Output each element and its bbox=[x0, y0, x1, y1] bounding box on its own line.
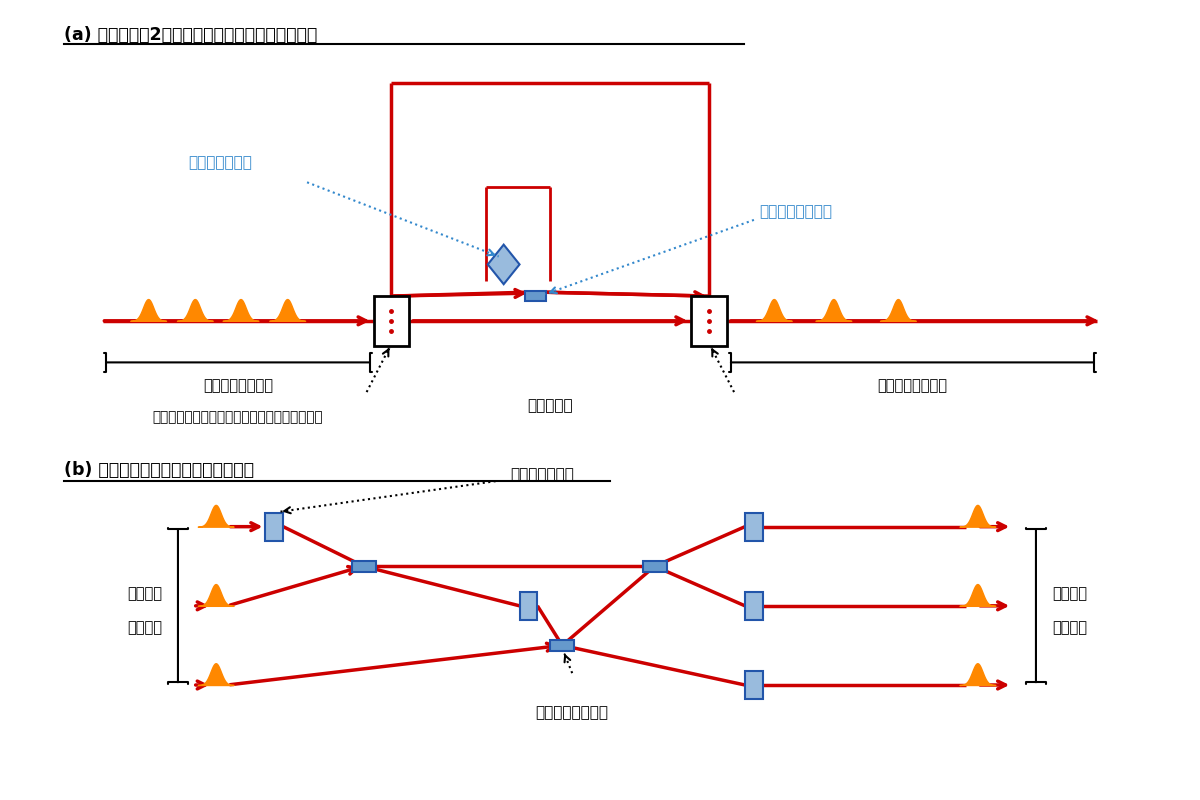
Text: 計算後の: 計算後の bbox=[1052, 586, 1087, 602]
Text: 可変位相シフタ: 可変位相シフタ bbox=[188, 155, 252, 170]
Bar bbox=[520, 592, 538, 620]
Text: (b) 従来の光回路による線形光学変換: (b) 従来の光回路による線形光学変換 bbox=[64, 462, 253, 479]
Text: 計算前の: 計算前の bbox=[127, 586, 162, 602]
Text: 計算前の光パルス: 計算前の光パルス bbox=[203, 378, 274, 394]
Text: 固定透過率ミラー: 固定透過率ミラー bbox=[535, 705, 608, 720]
Text: 光スイッチ: 光スイッチ bbox=[528, 398, 574, 413]
Bar bbox=[691, 296, 727, 346]
Text: 計算後の光パルス: 計算後の光パルス bbox=[877, 378, 947, 394]
Bar bbox=[745, 592, 763, 620]
Bar bbox=[643, 561, 666, 572]
Bar bbox=[745, 513, 763, 541]
Text: (a) 今回行った2重ループ回路による線形光学変換: (a) 今回行った2重ループ回路による線形光学変換 bbox=[64, 26, 317, 44]
Bar bbox=[745, 671, 763, 699]
Text: 固定位相シフタ: 固定位相シフタ bbox=[511, 466, 575, 482]
Bar bbox=[373, 296, 409, 346]
Text: 可変透過率ミラー: 可変透過率ミラー bbox=[758, 205, 832, 219]
Text: 光パルス: 光パルス bbox=[1052, 620, 1087, 635]
Text: 光パルス: 光パルス bbox=[127, 620, 162, 635]
Polygon shape bbox=[487, 245, 520, 284]
Text: （実証実験ではスクイーズド光パルスを利用）: （実証実験ではスクイーズド光パルスを利用） bbox=[152, 410, 323, 424]
Bar bbox=[551, 640, 574, 651]
Bar bbox=[524, 291, 546, 301]
Bar bbox=[352, 561, 376, 572]
Bar bbox=[265, 513, 283, 541]
